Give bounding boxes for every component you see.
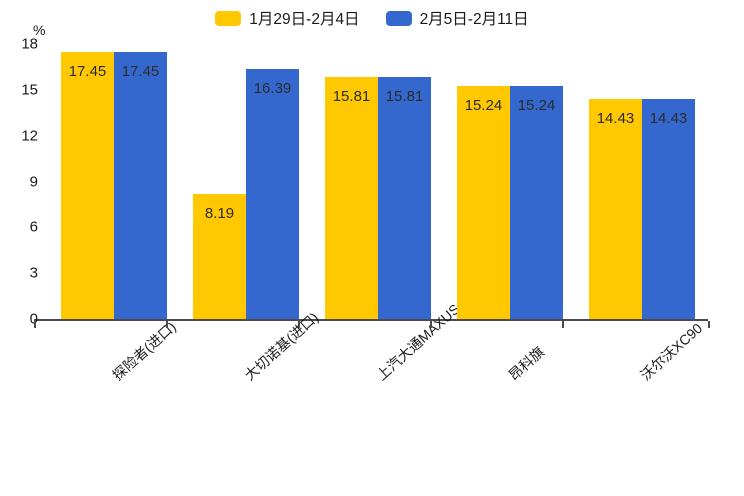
x-axis-category-label: 沃尔沃XC90 — [636, 318, 707, 384]
bar-value-label: 14.43 — [649, 109, 688, 127]
y-axis-tick-label: 15 — [21, 81, 38, 99]
bar-value-label: 15.81 — [385, 88, 424, 106]
x-axis-tick — [430, 321, 432, 328]
x-axis-label-text: 昂科旗 — [505, 343, 548, 384]
bar-fill — [246, 68, 299, 319]
bar-value-label: 15.81 — [332, 88, 371, 106]
bar[interactable]: 16.39 — [246, 44, 299, 319]
legend-swatch-icon-series-2 — [385, 10, 412, 26]
bar-fill — [193, 193, 246, 319]
bar-value-label: 17.45 — [68, 63, 107, 81]
bar-group: 14.43 14.43 — [589, 44, 695, 319]
y-axis-unit-label: % — [33, 22, 46, 38]
x-axis-tick — [298, 321, 300, 328]
bar-fill — [510, 86, 563, 319]
x-axis-tick — [562, 321, 564, 328]
bar-group: 17.45 17.45 — [61, 44, 167, 319]
chart-legend: 1月29日-2月4日 2月5日-2月11日 — [0, 6, 744, 30]
bar-value-label: 14.43 — [596, 109, 635, 127]
bar-value-label: 17.45 — [121, 63, 160, 81]
x-axis-line — [34, 319, 708, 321]
plot-area: 0 3 6 9 12 15 18 17.45 17.45 探险者(进口) 8.19 16.39 大切诺基… — [21, 36, 710, 383]
y-axis-tick-label: 12 — [21, 127, 38, 145]
y-axis-tick-label: 6 — [29, 218, 38, 236]
bar[interactable]: 14.43 — [642, 44, 695, 319]
bar[interactable]: 17.45 — [114, 44, 167, 319]
legend-item-series-1[interactable]: 1月29日-2月4日 — [215, 7, 360, 29]
bar[interactable]: 15.81 — [378, 44, 431, 319]
x-axis-category-label: 昂科旗 — [504, 342, 549, 385]
y-axis-tick-label: 9 — [29, 173, 38, 190]
bar-group: 15.24 15.24 — [457, 44, 563, 319]
bar-group: 15.81 15.81 — [325, 44, 431, 319]
bar[interactable]: 8.19 — [193, 44, 246, 319]
y-axis-tick-label: 0 — [29, 310, 38, 328]
bar-fill — [589, 98, 642, 319]
legend-label-series-1: 1月29日-2月4日 — [249, 11, 360, 28]
bar-fill — [457, 86, 510, 319]
legend-swatch-icon-series-1 — [215, 10, 242, 26]
bar[interactable]: 14.43 — [589, 44, 642, 319]
y-axis-tick-label: 18 — [21, 35, 38, 53]
bar-value-label: 15.24 — [517, 97, 556, 115]
bar[interactable]: 15.24 — [510, 44, 563, 319]
x-axis-tick — [166, 321, 168, 328]
x-axis-category-label: 探险者(进口) — [108, 317, 180, 385]
bar[interactable]: 15.81 — [325, 44, 378, 319]
bar-fill — [378, 77, 431, 319]
bar-group: 8.19 16.39 — [193, 44, 299, 319]
bar-value-label: 15.24 — [464, 97, 503, 115]
x-axis-tick — [34, 321, 36, 328]
x-axis-label-text: 沃尔沃XC90 — [637, 319, 706, 384]
x-axis-tick — [708, 321, 710, 328]
bar-fill — [114, 52, 167, 319]
y-axis-tick-label: 3 — [29, 264, 38, 282]
x-axis-label-text: 探险者(进口) — [109, 318, 179, 384]
bar-fill — [642, 98, 695, 319]
bar[interactable]: 15.24 — [457, 44, 510, 319]
bar-value-label: 8.19 — [204, 204, 235, 222]
bar-fill — [325, 77, 378, 319]
legend-item-series-2[interactable]: 2月5日-2月11日 — [385, 7, 529, 29]
legend-label-series-2: 2月5日-2月11日 — [419, 11, 529, 28]
bar-fill — [61, 52, 114, 319]
bar[interactable]: 17.45 — [61, 44, 114, 319]
bar-value-label: 16.39 — [253, 79, 292, 97]
